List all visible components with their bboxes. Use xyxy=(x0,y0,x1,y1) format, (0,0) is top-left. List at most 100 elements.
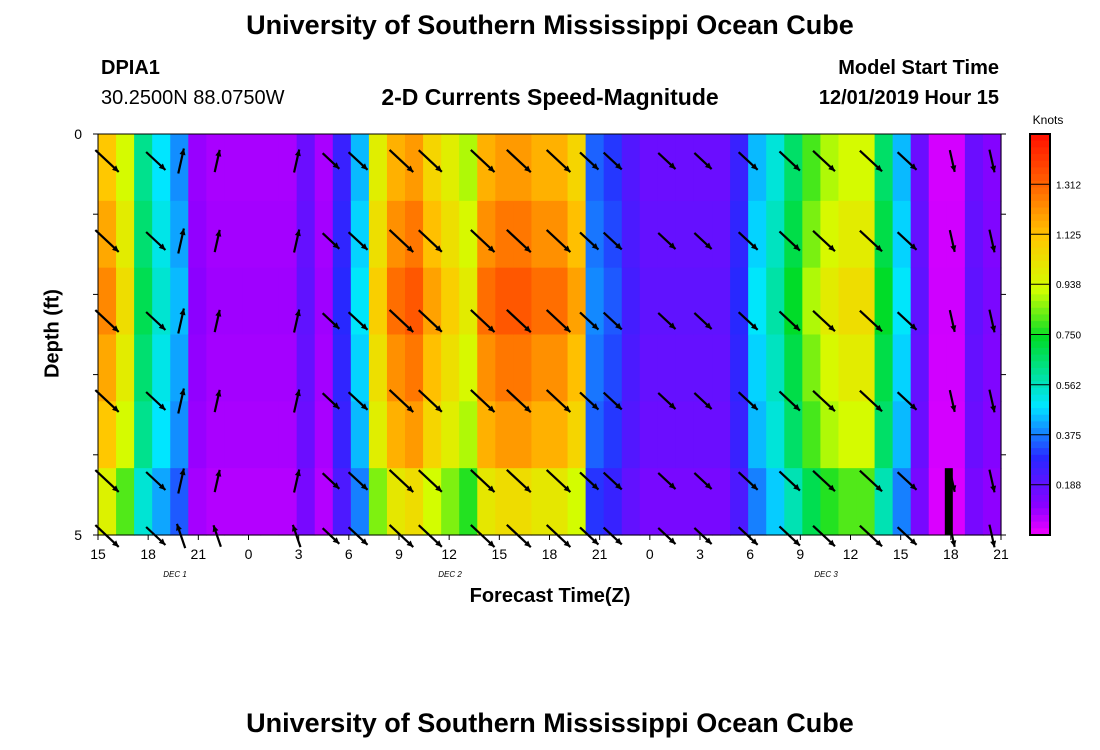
heatmap-cell xyxy=(531,401,551,469)
heatmap-cell xyxy=(459,468,478,536)
heatmap-cell xyxy=(405,334,424,402)
colorbar-segment xyxy=(1030,187,1050,195)
colorbar-segment xyxy=(1030,334,1050,342)
arrow-head xyxy=(435,485,442,492)
heatmap-cell xyxy=(260,200,280,269)
heatmap-cell xyxy=(531,200,551,269)
current-arrow xyxy=(602,391,623,411)
heatmap-cell xyxy=(314,468,334,536)
arrow-head xyxy=(828,244,835,252)
heatmap-cell xyxy=(910,334,930,402)
current-arrow xyxy=(657,527,677,545)
current-arrow xyxy=(657,152,677,170)
arrow-head xyxy=(750,403,758,410)
heatmap-cell xyxy=(766,468,785,536)
current-arrow xyxy=(737,391,759,411)
current-arrow xyxy=(812,149,836,173)
heatmap-cell xyxy=(820,334,840,402)
heatmap-cell xyxy=(260,267,280,336)
current-arrow xyxy=(417,309,443,333)
arrow-head xyxy=(435,165,442,172)
heatmap-cell xyxy=(820,267,840,336)
arrow-head xyxy=(950,325,957,332)
x-tick-label: 6 xyxy=(746,546,754,562)
arrow-head xyxy=(158,243,166,250)
heatmap-cell xyxy=(657,401,677,469)
current-arrow xyxy=(145,231,167,251)
arrow-head xyxy=(360,243,368,250)
heatmap-cell xyxy=(116,134,135,202)
arrow-head xyxy=(215,229,222,237)
heatmap-cell xyxy=(134,134,153,202)
heatmap-cell xyxy=(766,200,785,269)
heatmap-cell xyxy=(585,468,605,536)
current-arrow xyxy=(737,151,759,171)
current-arrow xyxy=(470,229,496,253)
arrow-head xyxy=(750,243,758,250)
arrow-head xyxy=(828,164,835,172)
arrow-head xyxy=(909,323,917,330)
arrow-head xyxy=(360,538,368,545)
heatmap-cell xyxy=(386,468,406,536)
heatmap-cell xyxy=(260,334,280,402)
x-tick-label: 0 xyxy=(646,546,654,562)
heatmap-cell xyxy=(495,468,514,536)
current-arrow xyxy=(177,388,186,414)
heatmap-cell xyxy=(206,200,226,269)
chart-subtitle: 2-D Currents Speed-Magnitude xyxy=(381,84,719,110)
current-arrow xyxy=(388,149,415,173)
heatmap-cell xyxy=(639,200,659,269)
heatmap-cell xyxy=(350,200,370,269)
heatmap-cell xyxy=(549,200,569,269)
current-arrow xyxy=(470,389,496,413)
current-arrow xyxy=(896,526,918,546)
colorbar-segment xyxy=(1030,468,1050,476)
heatmap-cell xyxy=(314,401,334,469)
heatmap-cell xyxy=(242,334,262,402)
heatmap-cell xyxy=(368,200,388,269)
heatmap-cell xyxy=(856,267,876,336)
current-arrow xyxy=(347,311,369,331)
arrow-head xyxy=(990,405,997,413)
colorbar-tick-label: 1.312 xyxy=(1056,180,1081,191)
arrow-head xyxy=(215,149,222,157)
arrow-head xyxy=(615,402,622,410)
current-arrow xyxy=(812,229,836,253)
heatmap-cell xyxy=(549,401,569,469)
heatmap-cell xyxy=(152,267,171,336)
arrow-head xyxy=(215,469,222,477)
arrow-head xyxy=(332,322,340,329)
colorbar-segment xyxy=(1030,214,1050,222)
colorbar-segment xyxy=(1030,227,1050,235)
heatmap-cell xyxy=(531,334,551,402)
current-arrow xyxy=(145,471,167,491)
arrow-head xyxy=(294,229,301,237)
heatmap-cell xyxy=(910,267,930,336)
heatmap-cell xyxy=(712,200,731,269)
colorbar-segment xyxy=(1030,327,1050,336)
heatmap-cell xyxy=(134,401,153,469)
heatmap-cell xyxy=(206,401,226,469)
heatmap-cell xyxy=(116,334,135,402)
heatmap-cell xyxy=(152,401,171,469)
heatmap-cell xyxy=(856,200,876,269)
heatmap-cell xyxy=(495,401,514,469)
arrow-head xyxy=(950,165,957,172)
current-arrow xyxy=(693,472,713,490)
heatmap-cell xyxy=(314,267,334,336)
heatmap-cell xyxy=(188,200,207,269)
current-arrow xyxy=(470,149,496,173)
heatmap-cell xyxy=(170,267,189,336)
colorbar-segment xyxy=(1030,160,1050,169)
arrow-head xyxy=(487,485,495,493)
heatmap-cell xyxy=(350,267,370,336)
heatmap-cell xyxy=(585,401,605,469)
heatmap-cell xyxy=(603,200,623,269)
arrow-head xyxy=(563,540,571,548)
arrow-head xyxy=(563,165,571,173)
heatmap-cell xyxy=(928,134,948,202)
heatmap-cell xyxy=(712,134,731,202)
heatmap-cell xyxy=(152,200,171,269)
heatmap-cell xyxy=(730,401,749,469)
x-tick-label: 21 xyxy=(191,546,207,562)
